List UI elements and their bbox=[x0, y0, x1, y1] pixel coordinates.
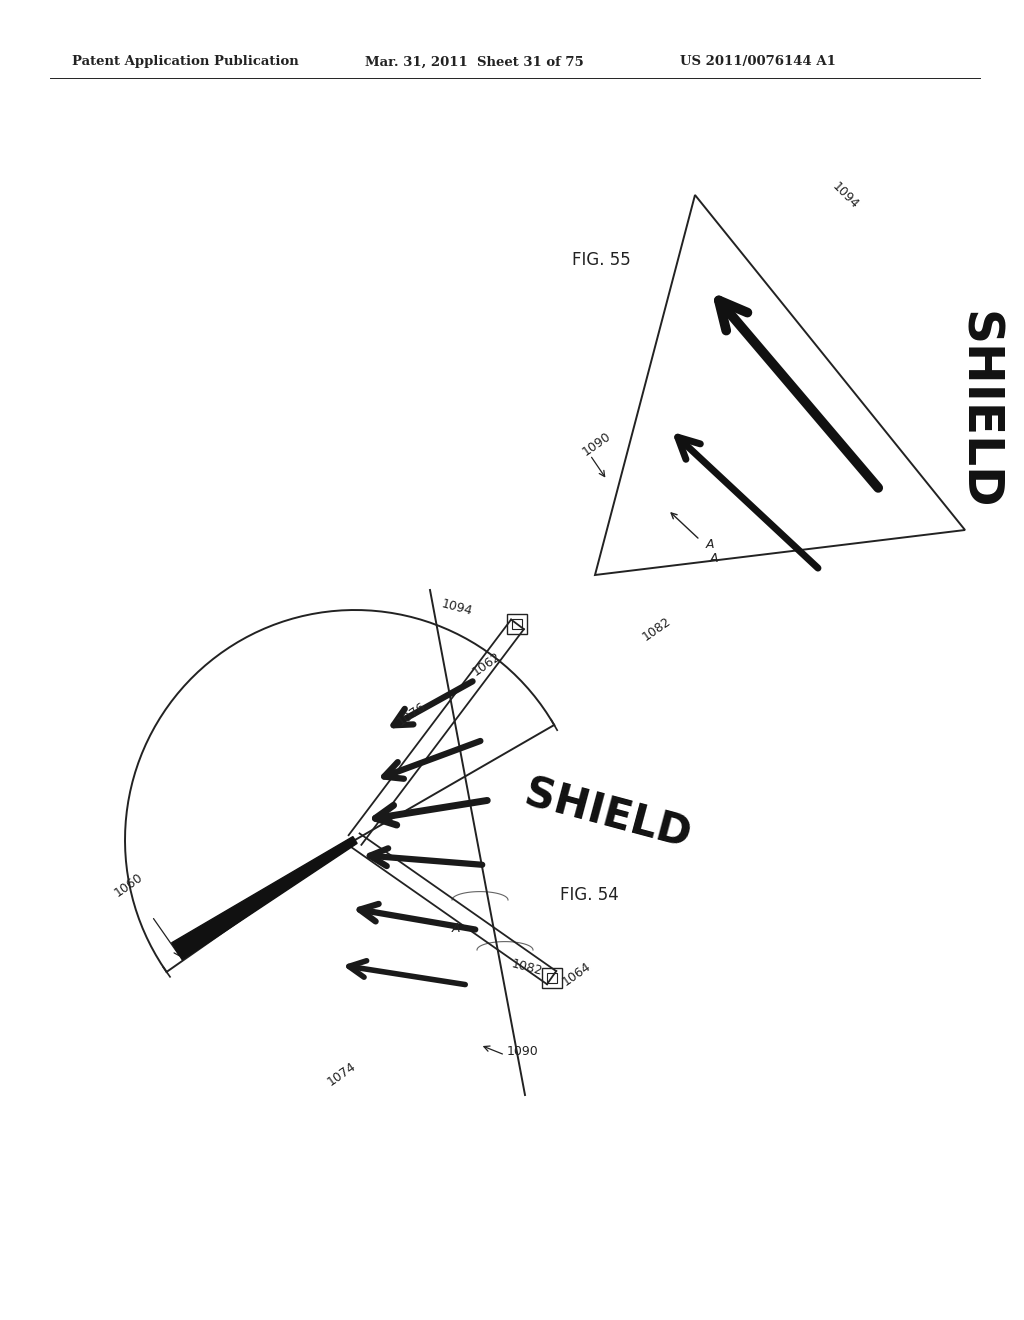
Text: 1076: 1076 bbox=[395, 700, 428, 729]
Text: 1090: 1090 bbox=[580, 429, 613, 458]
Text: 1082: 1082 bbox=[510, 957, 544, 978]
Bar bbox=[512, 619, 522, 630]
Text: FIG. 55: FIG. 55 bbox=[572, 251, 631, 269]
Text: Patent Application Publication: Patent Application Publication bbox=[72, 55, 299, 69]
Text: 1062: 1062 bbox=[470, 649, 504, 678]
Text: A: A bbox=[452, 921, 461, 935]
Text: SHIELD: SHIELD bbox=[954, 310, 1002, 510]
Text: Mar. 31, 2011  Sheet 31 of 75: Mar. 31, 2011 Sheet 31 of 75 bbox=[365, 55, 584, 69]
Bar bbox=[547, 973, 557, 982]
Text: FIG. 54: FIG. 54 bbox=[560, 886, 618, 904]
Text: SHIELD: SHIELD bbox=[520, 772, 695, 857]
Text: 1082: 1082 bbox=[640, 614, 674, 643]
Text: 1060: 1060 bbox=[112, 870, 145, 899]
Text: A: A bbox=[706, 539, 715, 550]
Polygon shape bbox=[172, 837, 357, 960]
Text: A: A bbox=[710, 552, 719, 565]
Text: 1090: 1090 bbox=[507, 1045, 539, 1059]
Text: 1064: 1064 bbox=[559, 960, 593, 989]
Text: 1074: 1074 bbox=[325, 1059, 358, 1088]
Text: 1094: 1094 bbox=[440, 597, 474, 618]
Text: US 2011/0076144 A1: US 2011/0076144 A1 bbox=[680, 55, 836, 69]
Text: 1094: 1094 bbox=[830, 180, 861, 211]
